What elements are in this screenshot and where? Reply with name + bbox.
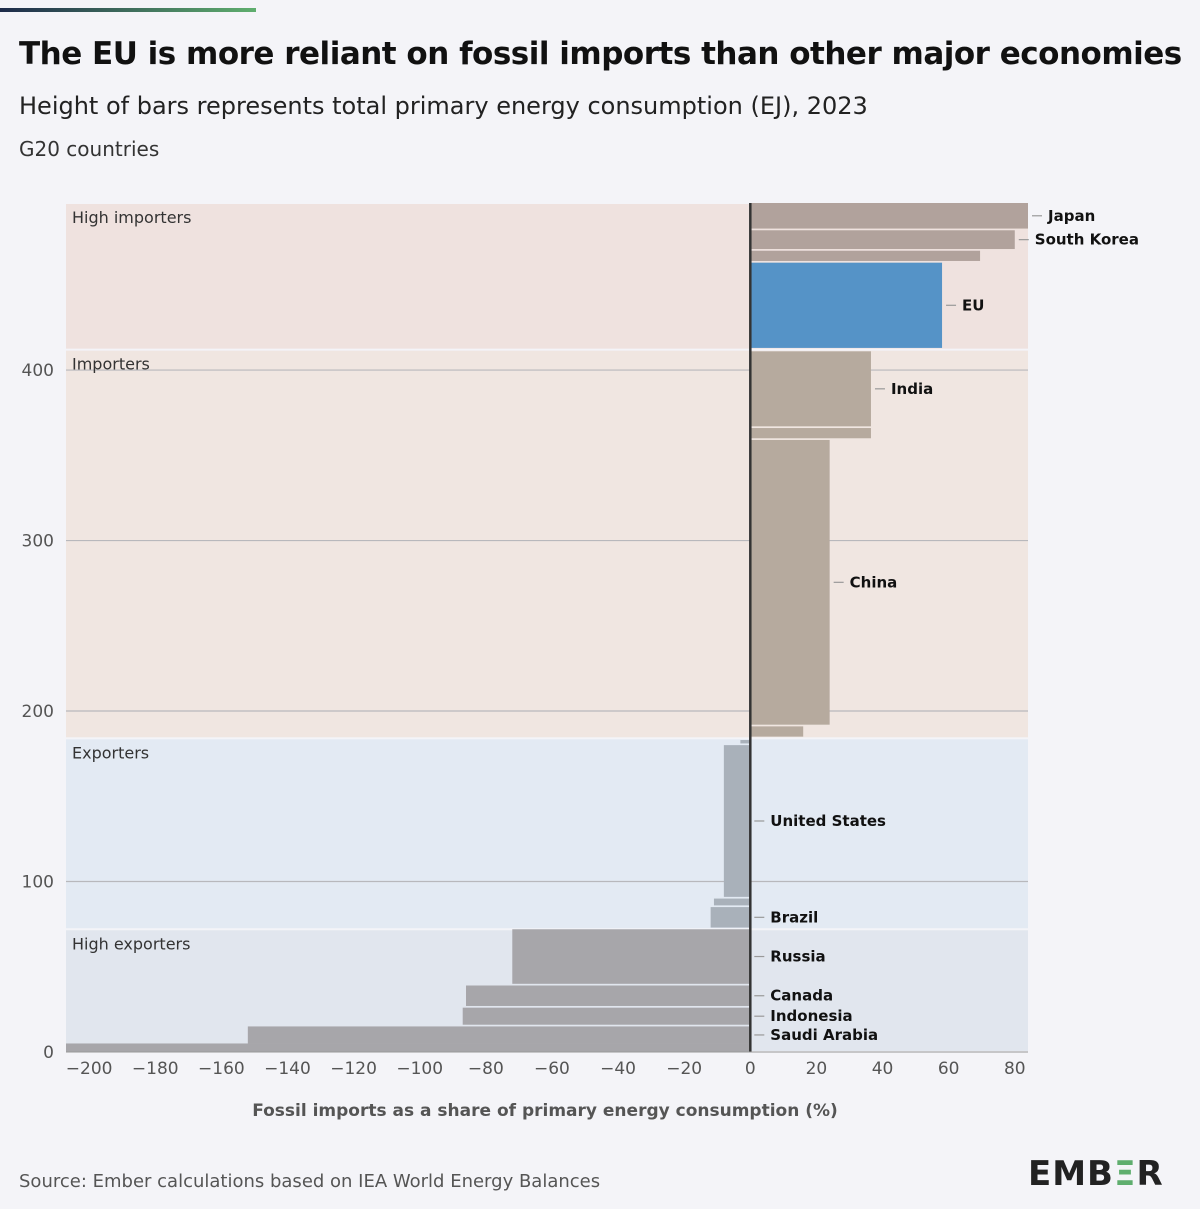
chart-subtitle: Height of bars represents total primary … bbox=[19, 92, 868, 120]
region-band bbox=[66, 350, 1028, 738]
x-tick-label: −100 bbox=[396, 1059, 443, 1079]
bar bbox=[723, 745, 751, 897]
x-tick-label: −40 bbox=[600, 1059, 636, 1079]
bar bbox=[466, 985, 751, 1006]
x-tick-label: −160 bbox=[198, 1059, 245, 1079]
bar bbox=[750, 351, 871, 427]
source-note: Source: Ember calculations based on IEA … bbox=[19, 1171, 601, 1192]
chart-subtitle-2: G20 countries bbox=[19, 137, 160, 161]
x-tick-label: −20 bbox=[666, 1059, 702, 1079]
x-tick-label: −180 bbox=[132, 1059, 179, 1079]
y-tick-label: 100 bbox=[22, 873, 54, 893]
x-tick-label: −200 bbox=[66, 1059, 113, 1079]
bar bbox=[750, 262, 943, 348]
bar-label: Saudi Arabia bbox=[770, 1026, 878, 1044]
region-label: Exporters bbox=[72, 743, 149, 762]
bar bbox=[750, 439, 830, 725]
bar bbox=[750, 428, 871, 439]
x-tick-label: 60 bbox=[938, 1059, 960, 1079]
bar bbox=[512, 929, 751, 984]
x-tick-label: 0 bbox=[745, 1059, 756, 1079]
x-tick-label: −140 bbox=[264, 1059, 311, 1079]
region-label: High importers bbox=[72, 208, 191, 227]
x-tick-label: 80 bbox=[1004, 1059, 1026, 1079]
ember-logo: EMBΞR bbox=[1028, 1154, 1164, 1194]
y-tick-label: 300 bbox=[22, 532, 54, 552]
x-tick-label: −120 bbox=[330, 1059, 377, 1079]
accent-bar bbox=[0, 8, 256, 12]
y-tick-label: 200 bbox=[22, 702, 54, 722]
bar bbox=[66, 1043, 751, 1052]
bar-label: Indonesia bbox=[770, 1007, 852, 1025]
chart-title: The EU is more reliant on fossil imports… bbox=[19, 36, 1182, 72]
bar-label: South Korea bbox=[1035, 231, 1139, 249]
region-label: High exporters bbox=[72, 934, 190, 953]
bar-label: China bbox=[850, 573, 898, 591]
x-tick-label: 20 bbox=[806, 1059, 828, 1079]
region-label: Importers bbox=[72, 355, 150, 374]
bar-label: Russia bbox=[770, 948, 825, 966]
bar-label: Canada bbox=[770, 987, 833, 1005]
bar-label: Japan bbox=[1047, 207, 1095, 225]
x-tick-label: −80 bbox=[468, 1059, 504, 1079]
bar-label: EU bbox=[962, 296, 984, 314]
bar bbox=[750, 203, 1028, 229]
bar-label: India bbox=[891, 380, 933, 398]
bar-label: Brazil bbox=[770, 908, 818, 926]
bar bbox=[750, 230, 1015, 250]
bar bbox=[710, 907, 751, 928]
x-tick-label: 40 bbox=[872, 1059, 894, 1079]
x-tick-label: −60 bbox=[534, 1059, 570, 1079]
bar bbox=[713, 898, 751, 906]
bar bbox=[462, 1007, 751, 1025]
y-tick-label: 0 bbox=[43, 1043, 54, 1063]
x-axis-title: Fossil imports as a share of primary ene… bbox=[252, 1101, 838, 1121]
region-band bbox=[66, 739, 1028, 929]
bar bbox=[247, 1026, 751, 1044]
bar bbox=[750, 726, 804, 737]
bar bbox=[750, 250, 981, 261]
bar bbox=[740, 740, 751, 744]
y-tick-label: 400 bbox=[22, 361, 54, 381]
bar-label: United States bbox=[770, 812, 886, 830]
